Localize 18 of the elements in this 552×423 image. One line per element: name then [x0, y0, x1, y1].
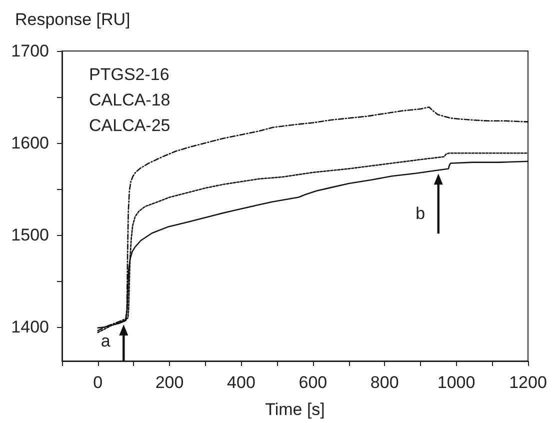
y-tick-label: 1600: [11, 133, 49, 152]
x-axis-title: Time [s]: [265, 400, 325, 419]
x-tick-label: 400: [227, 373, 256, 392]
annotation: b: [416, 204, 426, 224]
annotation: CALCA-18: [89, 90, 170, 110]
x-tick-label: 800: [370, 373, 399, 392]
y-tick-label: 1700: [11, 42, 49, 60]
x-tick-label: 600: [298, 373, 328, 392]
x-tick-label: 1000: [437, 373, 476, 392]
y-axis-title: Response [RU]: [15, 10, 130, 29]
x-tick-label: 200: [155, 373, 184, 392]
x-tick-label: 0: [93, 373, 103, 392]
annotation: CALCA-25: [89, 116, 170, 135]
y-tick-label: 1400: [11, 317, 49, 336]
annotation: PTGS2-16: [89, 65, 170, 84]
annotation: a: [100, 332, 111, 350]
y-tick-label: 1500: [11, 225, 49, 244]
x-tick-label: 1200: [509, 373, 547, 392]
